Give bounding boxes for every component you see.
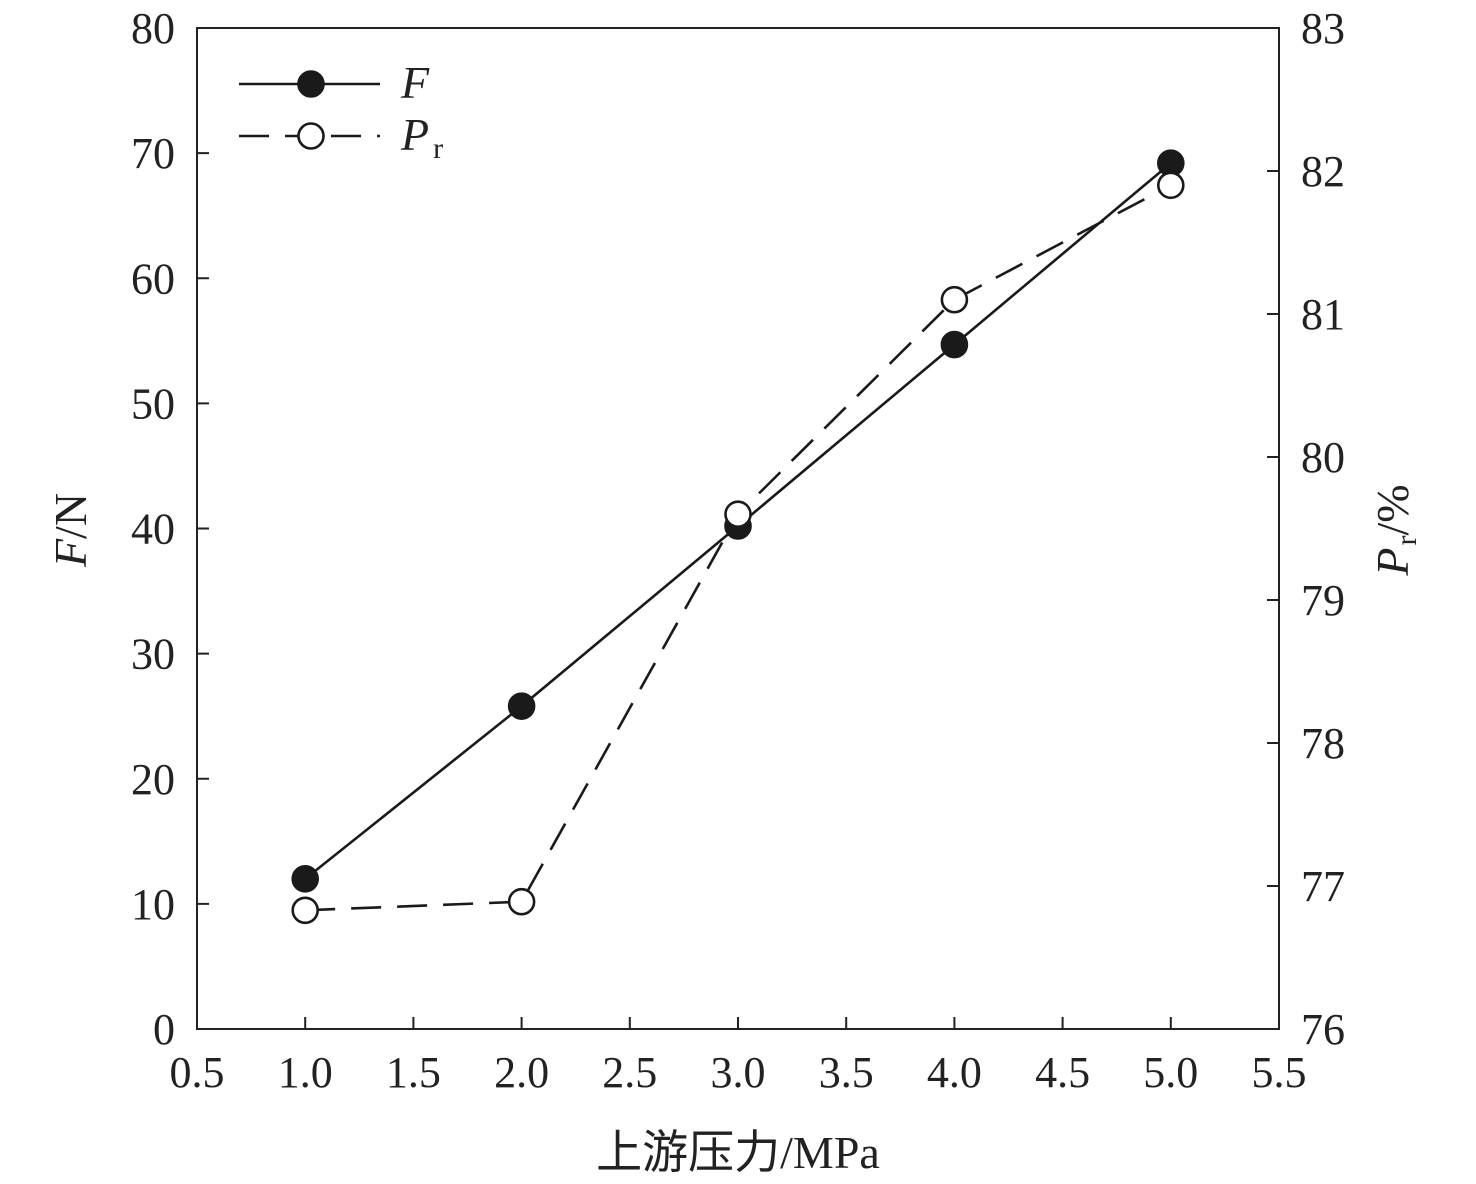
y-left-axis-title: F/N [45,493,96,568]
y-right-tick-label: 78 [1301,719,1345,768]
pr-data-point [1157,171,1185,200]
x-tick-label: 5.5 [1252,1048,1307,1097]
y-left-tick-label: 30 [131,630,175,679]
f-data-point [507,692,536,720]
x-tick-label: 3.0 [711,1048,766,1097]
x-tick-label: 2.5 [602,1048,657,1097]
y-left-tick-label: 80 [131,4,175,53]
y-left-tick-label: 50 [131,379,175,428]
legend-label-f: F [400,57,430,108]
x-axis-title: 上游压力/MPa [596,1127,880,1178]
x-tick-label: 1.0 [278,1048,333,1097]
y-left-tick-label: 40 [131,505,175,554]
y-right-tick-label: 79 [1301,576,1345,625]
pr-data-point [291,896,320,925]
pr-data-point [724,500,752,529]
series-line-pr [305,184,1172,912]
x-tick-label: 1.5 [386,1048,441,1097]
x-tick-label: 3.5 [819,1048,874,1097]
x-tick-label: 4.5 [1035,1048,1090,1097]
x-tick-label: 4.0 [927,1048,982,1097]
y-left-tick-label: 0 [153,1005,175,1054]
x-tick-label: 0.5 [170,1048,225,1097]
legend-marker-pr [297,122,325,150]
y-left-tick-label: 60 [131,254,175,303]
y-left-tick-label: 10 [131,880,175,929]
y-right-tick-label: 77 [1301,862,1345,911]
legend-marker-f [297,70,325,98]
y-right-axis-title: Pr/% [1367,484,1423,576]
y-right-tick-label: 82 [1301,147,1345,196]
y-left-tick-label: 20 [131,755,175,804]
x-tick-label: 2.0 [494,1048,549,1097]
f-data-point [291,865,320,893]
y-right-tick-label: 81 [1301,290,1345,339]
y-right-tick-label: 83 [1301,4,1345,53]
y-left-tick-label: 70 [131,129,175,178]
y-right-tick-label: 80 [1301,433,1345,482]
y-right-tick-label: 76 [1301,1005,1345,1054]
x-tick-label: 5.0 [1143,1048,1198,1097]
f-data-point [940,330,969,359]
pr-data-point [940,285,969,314]
pr-data-point [507,887,536,916]
